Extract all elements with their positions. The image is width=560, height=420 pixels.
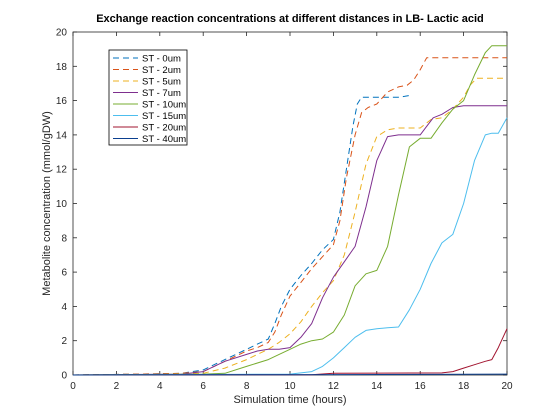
x-tick-label: 10 — [284, 381, 296, 392]
y-tick-label: 16 — [56, 96, 68, 107]
legend-label-1: ST - 0um — [142, 53, 181, 64]
legend-label-6: ST - 15um — [142, 111, 186, 122]
y-tick-label: 6 — [61, 268, 67, 279]
legend-box — [108, 49, 188, 146]
y-tick-label: 0 — [61, 371, 67, 382]
series-line-1 — [72, 95, 410, 376]
x-tick-label: 12 — [328, 381, 340, 392]
legend-label-5: ST - 10um — [142, 99, 186, 110]
legend-label-3: ST - 5um — [142, 76, 181, 87]
y-axis-label: Metabolite concentration (mmol/gDW) — [41, 111, 53, 296]
y-tick-label: 18 — [56, 62, 68, 73]
chart-title: Exchange reaction concentrations at diff… — [96, 13, 484, 25]
series-line-8 — [72, 373, 508, 376]
x-tick-label: 0 — [70, 381, 76, 392]
x-tick-label: 16 — [415, 381, 427, 392]
x-tick-label: 8 — [244, 381, 250, 392]
x-axis-label: Simulation time (hours) — [233, 394, 346, 406]
y-tick-label: 8 — [61, 233, 67, 244]
x-tick-label: 4 — [157, 381, 163, 392]
series-lines — [72, 45, 508, 376]
legend-label-2: ST - 2um — [142, 65, 181, 76]
series-line-5 — [72, 45, 507, 376]
y-tick-label: 4 — [61, 302, 67, 313]
y-tick-label: 12 — [56, 165, 68, 176]
series-line-3 — [72, 77, 507, 376]
series-line-4 — [72, 105, 507, 376]
x-tick-label: 6 — [200, 381, 206, 392]
x-tick-label: 18 — [458, 381, 470, 392]
series-line-7 — [72, 328, 508, 376]
x-tick-label: 20 — [501, 381, 513, 392]
legend-label-7: ST - 20um — [142, 122, 186, 133]
series-line-6 — [72, 117, 508, 376]
y-tick-label: 14 — [56, 130, 68, 141]
x-tick-label: 2 — [114, 381, 120, 392]
legend-label-4: ST - 7um — [142, 88, 181, 99]
y-tick-label: 2 — [61, 336, 67, 347]
y-tick-label: 20 — [56, 28, 68, 39]
y-tick-label: 10 — [56, 199, 68, 210]
x-tick-label: 14 — [371, 381, 383, 392]
axis-ticks: 0 2 4 6 8 10 12 14 16 18 20 0 2 4 6 8 10 12 14 16 18 20 — [56, 28, 513, 393]
legend-label-8: ST - 40um — [142, 134, 186, 145]
